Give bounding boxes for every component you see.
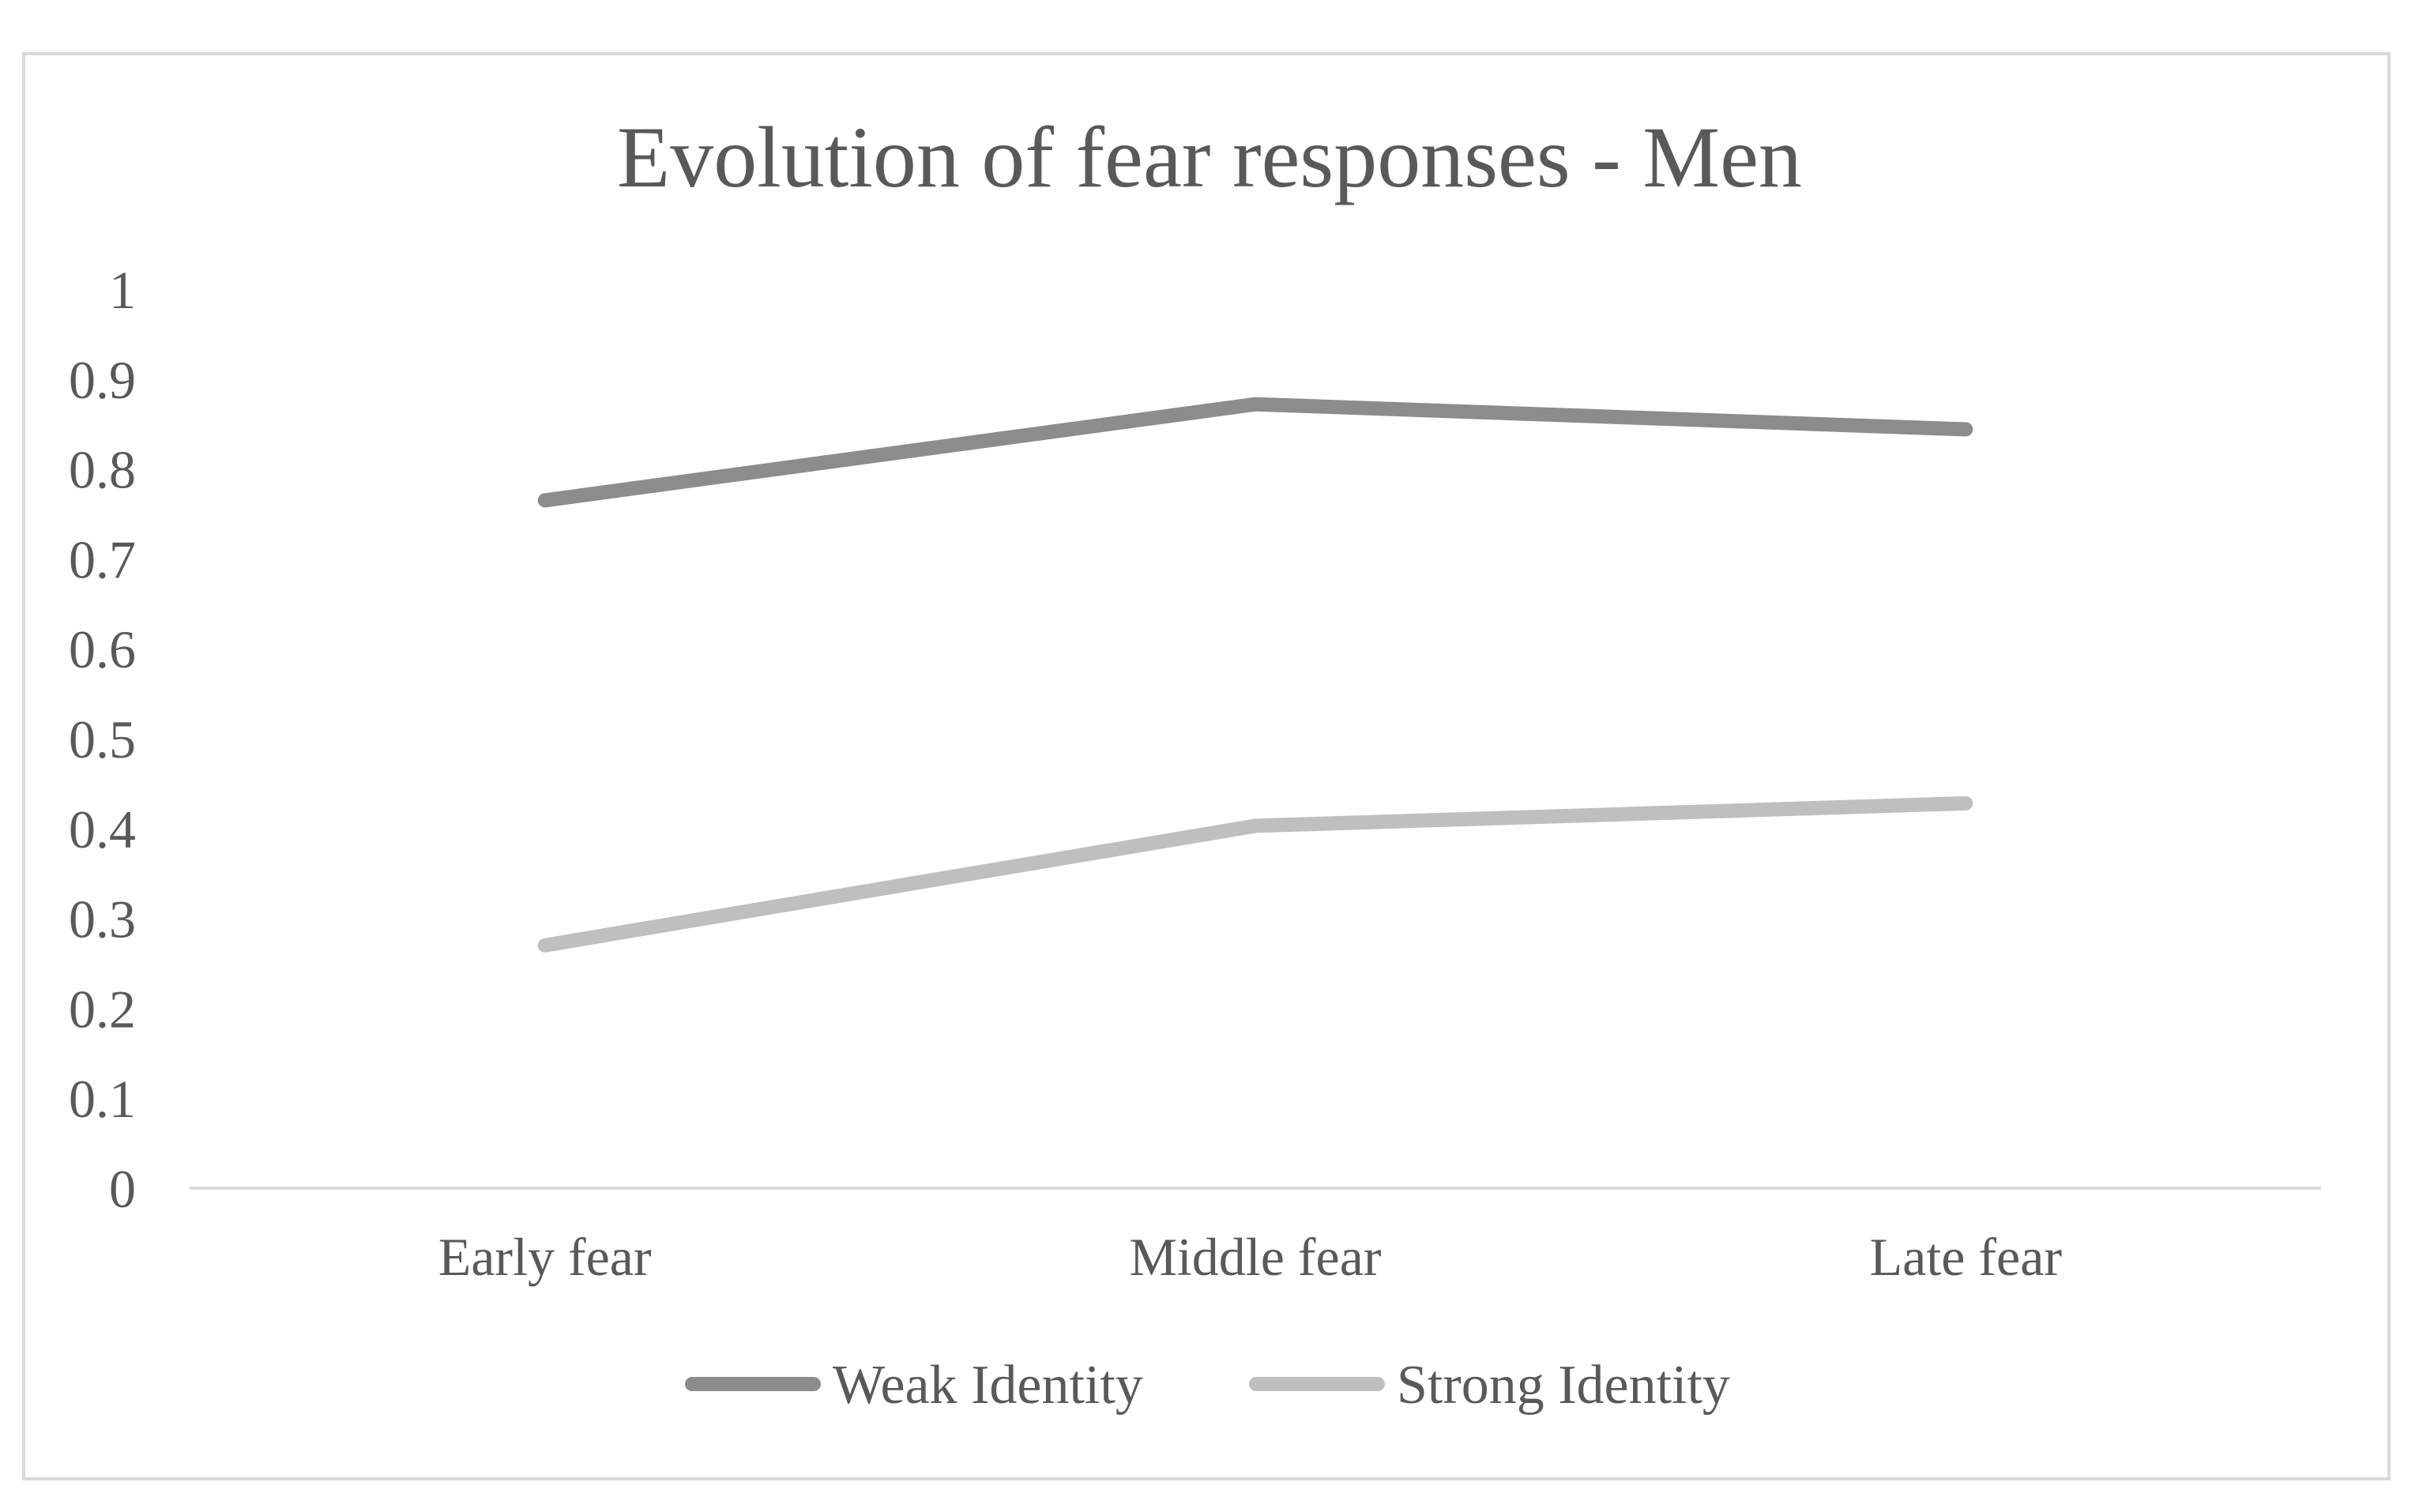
- y-tick-label: 0.9: [69, 350, 136, 410]
- data-point: [544, 499, 546, 502]
- data-point: [544, 944, 546, 946]
- chart-title: Evolution of fear responses - Men: [617, 109, 1802, 205]
- legend-label: Strong Identity: [1397, 1355, 1730, 1416]
- chart-area: [22, 52, 2391, 1480]
- x-tick-label: Early fear: [438, 1227, 652, 1287]
- y-tick-label: 0.4: [69, 799, 136, 859]
- series-lines: [537, 397, 1973, 953]
- legend-label: Weak Identity: [833, 1355, 1143, 1416]
- x-tick-label: Late fear: [1870, 1227, 2063, 1287]
- y-axis-ticks: 0 0.1 0.2 0.3 0.4 0.5 0.6 0.7 0.8 0.9 1: [69, 260, 136, 1219]
- y-tick-label: 0.5: [69, 709, 136, 769]
- x-tick-label: Middle fear: [1129, 1227, 1381, 1287]
- series-line-strong-identity: [537, 795, 1973, 953]
- y-tick-label: 0.3: [69, 890, 136, 950]
- legend: Weak Identity Strong Identity: [685, 1355, 1730, 1416]
- y-tick-label: 1: [109, 260, 136, 320]
- data-point: [1965, 802, 1967, 804]
- data-point: [1965, 428, 1967, 431]
- y-tick-label: 0.6: [69, 619, 136, 679]
- x-axis-ticks: Early fear Middle fear Late fear: [438, 1227, 2063, 1287]
- y-tick-label: 0: [109, 1159, 136, 1219]
- y-tick-label: 0.2: [69, 979, 136, 1039]
- y-tick-label: 0.7: [69, 529, 136, 589]
- y-tick-label: 0.8: [69, 440, 136, 500]
- data-point: [1255, 403, 1256, 405]
- series-line-weak-identity: [537, 397, 1973, 508]
- data-point: [1255, 825, 1256, 827]
- y-tick-label: 0.1: [69, 1069, 136, 1129]
